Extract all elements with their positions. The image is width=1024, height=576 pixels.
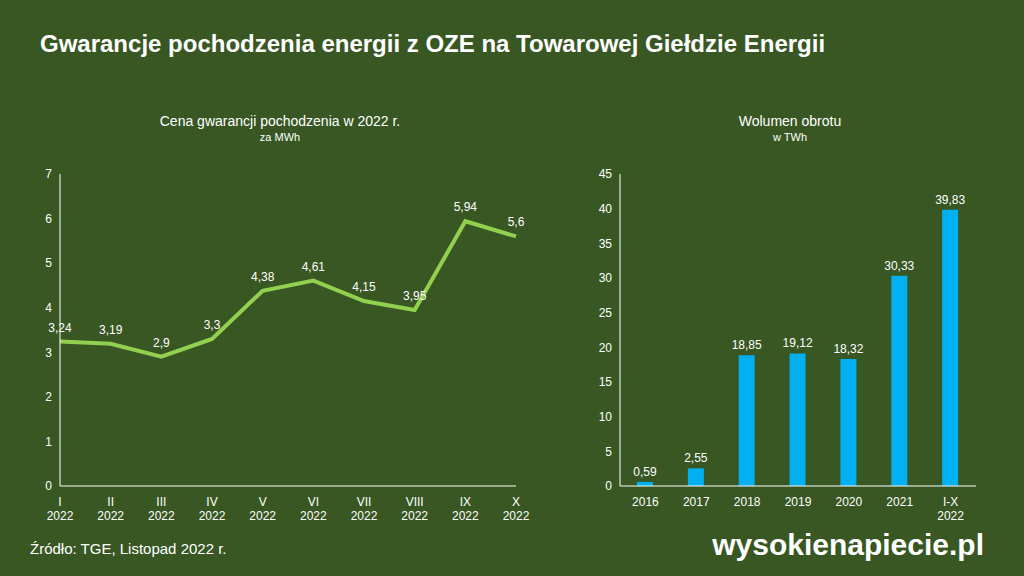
svg-text:3: 3 [45, 346, 52, 360]
svg-text:40: 40 [599, 202, 613, 216]
svg-text:20: 20 [599, 341, 613, 355]
svg-text:3,95: 3,95 [403, 289, 427, 303]
svg-text:35: 35 [599, 237, 613, 251]
svg-text:2017: 2017 [683, 495, 710, 509]
svg-text:0: 0 [605, 479, 612, 493]
svg-text:7: 7 [45, 167, 52, 181]
svg-text:2016: 2016 [632, 495, 659, 509]
svg-text:2019: 2019 [785, 495, 812, 509]
svg-text:10: 10 [599, 410, 613, 424]
svg-text:19,12: 19,12 [783, 336, 813, 350]
svg-text:15: 15 [599, 375, 613, 389]
svg-text:IV2022: IV2022 [199, 495, 226, 523]
svg-text:4,38: 4,38 [251, 270, 275, 284]
svg-text:0,59: 0,59 [633, 465, 657, 479]
svg-text:2,9: 2,9 [153, 336, 170, 350]
svg-text:39,83: 39,83 [935, 193, 965, 207]
html-text:wysokienapiecie.pl: wysokienapiecie.pl [712, 528, 984, 561]
html-text:Wolumen obrotu: Wolumen obrotu [738, 113, 842, 129]
svg-text:5: 5 [45, 256, 52, 270]
svg-text:2021: 2021 [886, 495, 913, 509]
svg-text:25: 25 [599, 306, 613, 320]
svg-text:1: 1 [45, 435, 52, 449]
svg-text:2: 2 [45, 390, 52, 404]
svg-text:I-X2022: I-X2022 [937, 495, 964, 523]
svg-text:V2022: V2022 [249, 495, 276, 523]
svg-text:2,55: 2,55 [684, 451, 708, 465]
svg-text:45: 45 [599, 167, 613, 181]
svg-text:30: 30 [599, 271, 613, 285]
svg-text:30,33: 30,33 [884, 259, 914, 273]
svg-text:X2022: X2022 [503, 495, 530, 523]
svg-text:5,6: 5,6 [508, 215, 525, 229]
svg-text:VII2022: VII2022 [351, 495, 378, 523]
html-text:Cena gwarancji pochodzenia w 2: Cena gwarancji pochodzenia w 2022 r. [159, 113, 401, 129]
svg-text:2018: 2018 [734, 495, 761, 509]
svg-text:18,85: 18,85 [732, 338, 762, 352]
svg-text:3,24: 3,24 [48, 321, 72, 335]
svg-text:VIII2022: VIII2022 [401, 495, 428, 523]
svg-text:18,32: 18,32 [833, 342, 863, 356]
svg-text:III2022: III2022 [148, 495, 175, 523]
html-text:Gwarancje pochodzenia energii: Gwarancje pochodzenia energii z OZE na T… [40, 30, 826, 57]
html-text:Źródło: TGE, Listopad 2022 r.: Źródło: TGE, Listopad 2022 r. [30, 540, 227, 557]
html-text:za MWh: za MWh [259, 131, 301, 143]
svg-text:VI2022: VI2022 [300, 495, 327, 523]
svg-text:2020: 2020 [836, 495, 863, 509]
svg-text:4,15: 4,15 [352, 280, 376, 294]
svg-text:5,94: 5,94 [454, 200, 478, 214]
svg-text:6: 6 [45, 212, 52, 226]
svg-text:4: 4 [45, 301, 52, 315]
svg-text:I2022: I2022 [47, 495, 74, 523]
svg-text:5: 5 [605, 445, 612, 459]
svg-text:IX2022: IX2022 [452, 495, 479, 523]
html-text:w TWh: w TWh [773, 131, 807, 143]
svg-text:0: 0 [45, 479, 52, 493]
svg-text:3,3: 3,3 [204, 318, 221, 332]
svg-text:3,19: 3,19 [99, 323, 123, 337]
svg-text:II2022: II2022 [97, 495, 124, 523]
svg-text:4,61: 4,61 [302, 260, 326, 274]
